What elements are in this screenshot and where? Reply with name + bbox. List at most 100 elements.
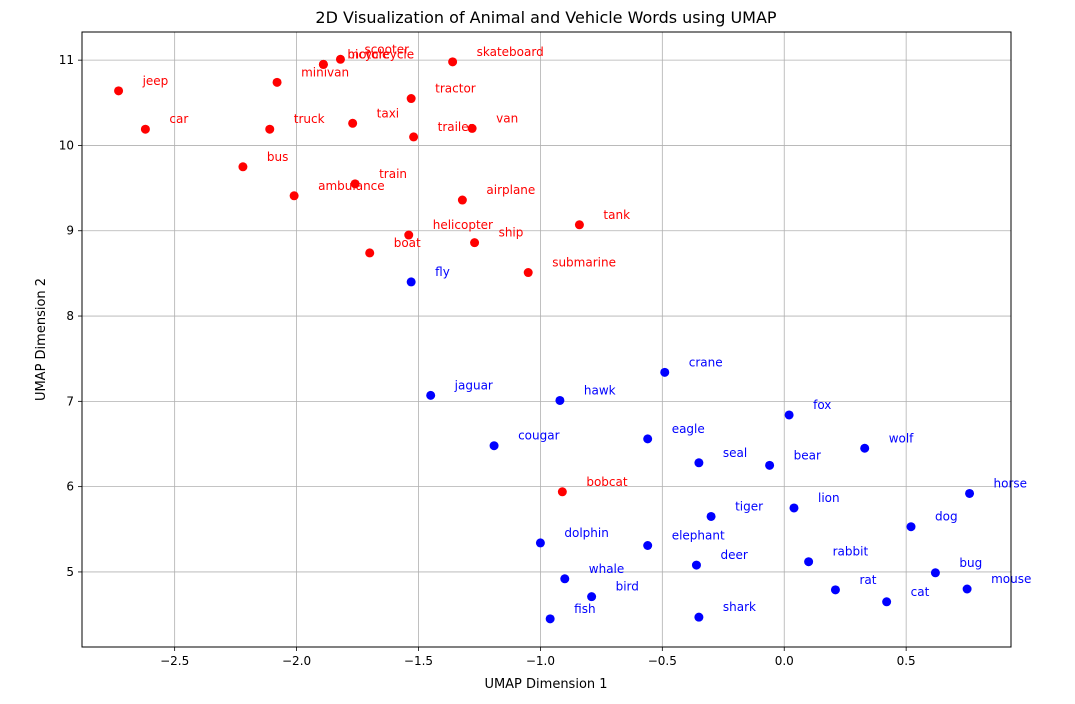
point-label-shark: shark <box>723 600 756 614</box>
x-tick-label: −2.5 <box>160 654 189 668</box>
point-label-truck: truck <box>294 112 325 126</box>
data-point-rabbit <box>804 557 814 567</box>
x-tick-label: −1.5 <box>404 654 433 668</box>
point-label-fox: fox <box>813 398 831 412</box>
data-point-truck <box>265 124 275 134</box>
point-label-car: car <box>169 112 188 126</box>
data-point-airplane <box>457 195 467 205</box>
point-label-skateboard: skateboard <box>477 45 544 59</box>
data-point-bicycle <box>318 59 328 69</box>
data-point-train <box>350 179 360 189</box>
point-label-rabbit: rabbit <box>833 545 869 559</box>
data-point-horse <box>965 488 975 498</box>
point-label-rat: rat <box>859 573 876 587</box>
data-point-bear <box>765 460 775 470</box>
data-point-shark <box>694 612 704 622</box>
point-label-bug: bug <box>959 556 982 570</box>
data-point-eagle <box>643 434 653 444</box>
data-point-hawk <box>555 395 565 405</box>
y-tick-label: 5 <box>66 565 74 579</box>
point-label-minivan: minivan <box>301 65 349 79</box>
data-point-minivan <box>272 77 282 87</box>
data-point-seal <box>694 458 704 468</box>
point-label-dolphin: dolphin <box>564 526 608 540</box>
data-point-van <box>467 123 477 133</box>
data-point-bug <box>930 568 940 578</box>
point-label-jeep: jeep <box>142 74 169 88</box>
point-label-lion: lion <box>818 491 840 505</box>
y-axis-ticks: 5 6 7 8 9 10 11 <box>59 53 82 579</box>
data-point-crane <box>660 367 670 377</box>
y-axis-label: UMAP Dimension 2 <box>34 278 49 401</box>
plot-frame <box>81 31 1012 648</box>
x-axis-ticks: −2.5 −2.0 −1.5 −1.0 −0.5 0.0 0.5 <box>160 647 916 668</box>
point-label-bear: bear <box>794 448 821 462</box>
point-label-deer: deer <box>720 548 747 562</box>
point-label-bobcat: bobcat <box>586 475 628 489</box>
data-point-car <box>140 124 150 134</box>
point-label-trailer: trailer <box>438 120 474 134</box>
point-label-boat: boat <box>394 236 421 250</box>
data-point-fly <box>406 277 416 287</box>
data-point-boat <box>365 248 375 258</box>
data-point-tiger <box>706 511 716 521</box>
point-label-tractor: tractor <box>435 82 476 96</box>
point-label-jaguar: jaguar <box>454 378 493 392</box>
data-point-cougar <box>489 441 499 451</box>
point-label-airplane: airplane <box>486 183 535 197</box>
point-label-tiger: tiger <box>735 499 763 513</box>
data-point-jeep <box>114 86 124 96</box>
chart-title: 2D Visualization of Animal and Vehicle W… <box>315 8 777 27</box>
y-tick-label: 8 <box>66 309 74 323</box>
point-label-crane: crane <box>689 355 723 369</box>
point-label-train: train <box>379 167 407 181</box>
data-point-rat <box>830 585 840 595</box>
point-label-helicopter: helicopter <box>433 218 493 232</box>
data-point-bird <box>587 592 597 602</box>
data-point-submarine <box>523 268 533 278</box>
x-tick-label: 0.5 <box>897 654 916 668</box>
point-label-tank: tank <box>603 208 630 222</box>
point-label-elephant: elephant <box>672 528 725 542</box>
x-tick-label: −0.5 <box>648 654 677 668</box>
data-point-ambulance <box>289 191 299 201</box>
data-point-dog <box>906 522 916 532</box>
data-point-ship <box>470 238 480 248</box>
point-label-fly: fly <box>435 265 450 279</box>
x-tick-label: 0.0 <box>775 654 794 668</box>
point-label-bird: bird <box>616 580 639 594</box>
data-point-fox <box>784 410 794 420</box>
point-label-motorcycle: motorcycle <box>347 47 414 61</box>
data-point-skateboard <box>448 57 458 67</box>
point-label-horse: horse <box>994 476 1028 490</box>
data-point-taxi <box>348 118 358 128</box>
y-tick-label: 6 <box>66 480 74 494</box>
data-point-mouse <box>962 584 972 594</box>
data-point-bus <box>238 162 248 172</box>
x-tick-label: −2.0 <box>282 654 311 668</box>
data-point-cat <box>882 597 892 607</box>
point-label-bus: bus <box>267 150 288 164</box>
data-point-bobcat <box>557 487 567 497</box>
y-tick-label: 11 <box>59 53 74 67</box>
data-point-tank <box>574 220 584 230</box>
data-point-deer <box>691 560 701 570</box>
data-point-elephant <box>643 540 653 550</box>
point-label-whale: whale <box>589 562 625 576</box>
point-label-bicycle: bicycle <box>347 47 389 61</box>
point-label-submarine: submarine <box>552 256 616 270</box>
data-point-lion <box>789 503 799 513</box>
point-label-dog: dog <box>935 510 958 524</box>
y-tick-label: 7 <box>66 394 74 408</box>
data-point-helicopter <box>404 230 414 240</box>
data-point-dolphin <box>535 538 545 548</box>
y-tick-label: 9 <box>66 224 74 238</box>
point-label-hawk: hawk <box>584 383 616 397</box>
point-label-wolf: wolf <box>889 431 914 445</box>
data-point-tractor <box>406 94 416 104</box>
data-point-wolf <box>860 443 870 453</box>
data-points <box>114 54 975 624</box>
